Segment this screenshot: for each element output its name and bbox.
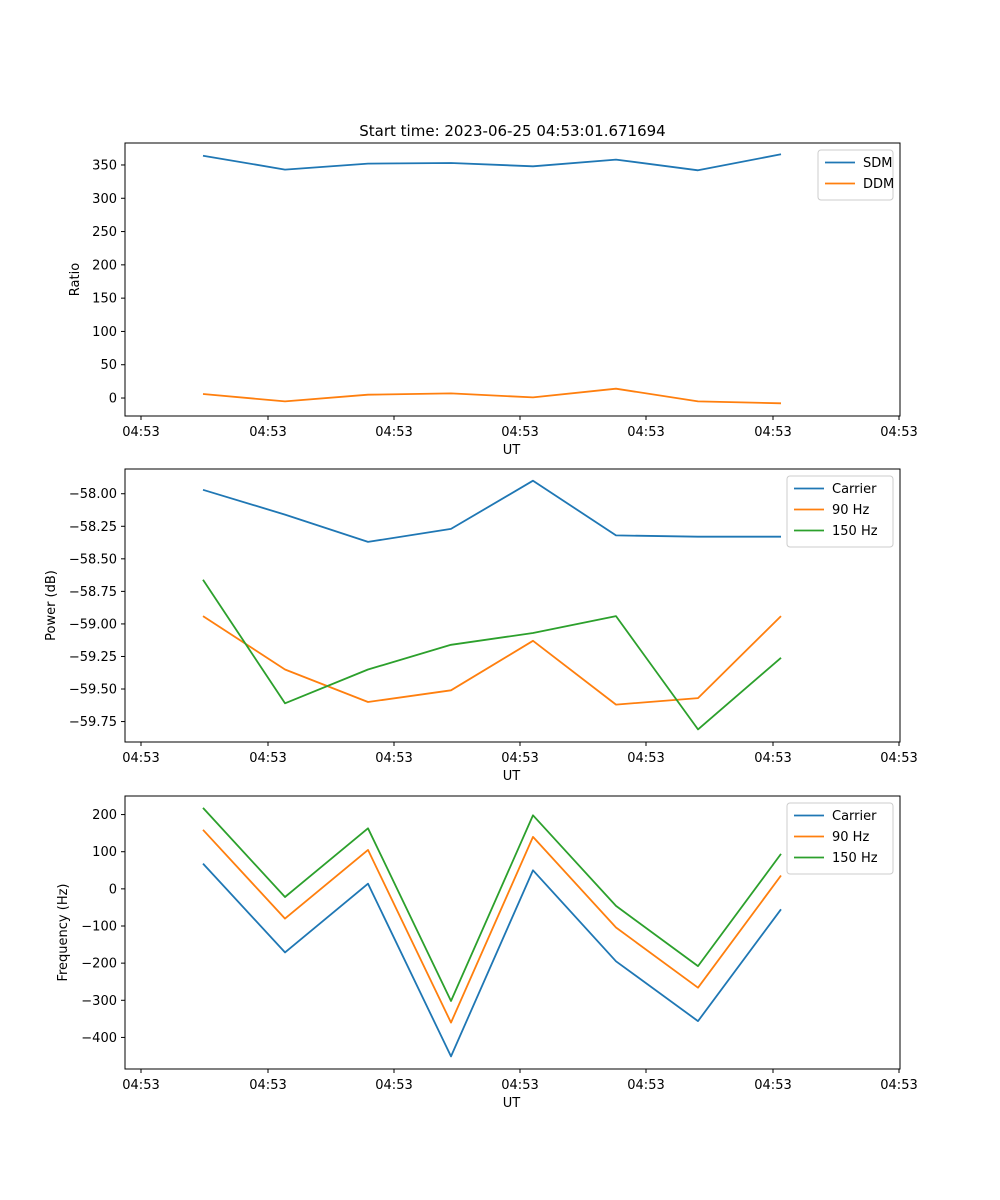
x-tick-label: 04:53 — [880, 1078, 917, 1093]
series-line-carrier — [202, 862, 782, 1058]
x-axis-label: UT — [503, 1096, 521, 1111]
legend-label: 90 Hz — [832, 830, 869, 845]
chart-panel-1: 0 50 100 150 200 250 300 350 04:53 04:53 04:53 04:5… — [68, 142, 918, 458]
y-tick-label: 350 — [92, 158, 117, 173]
y-tick-label: 100 — [92, 325, 117, 340]
y-tick-label: 250 — [92, 225, 117, 240]
legend: Carrier 90 Hz 150 Hz — [786, 475, 894, 548]
y-tick-label: −58.75 — [69, 585, 117, 600]
chart-panel-3: −400 −300 −200 −100 0 100 200 04:53 04:53 04:53 04… — [56, 795, 918, 1111]
x-tick-label: 04:53 — [122, 751, 159, 766]
y-tick-label: 0 — [109, 392, 117, 407]
x-axis-label: UT — [503, 769, 521, 784]
chart-panel-2: −59.75 −59.50 −59.25 −59.00 −58.75 −58.50 −58.… — [44, 468, 918, 784]
x-axis-label: UT — [503, 443, 521, 458]
y-tick-label: 300 — [92, 192, 117, 207]
y-tick-label: −59.25 — [69, 650, 117, 665]
y-tick-label: −200 — [81, 957, 117, 972]
y-tick-label: 200 — [92, 258, 117, 273]
axes-frame — [124, 468, 901, 743]
series-line-150-hz — [202, 807, 782, 1002]
legend: Carrier 90 Hz 150 Hz — [786, 802, 894, 875]
x-tick-label: 04:53 — [880, 751, 917, 766]
legend-box — [786, 802, 894, 875]
legend-label: DDM — [863, 177, 894, 192]
x-tick-label: 04:53 — [627, 425, 664, 440]
figure-title: Start time: 2023-06-25 04:53:01.671694 — [359, 122, 665, 140]
axes-frame — [124, 795, 901, 1070]
y-tick-label: −59.00 — [69, 617, 117, 632]
y-tick-label: −400 — [81, 1031, 117, 1046]
chart-panels: 0 50 100 150 200 250 300 350 04:53 04:53 04:53 04:5… — [44, 142, 918, 1111]
x-tick-label: 04:53 — [501, 425, 538, 440]
x-tick-label: 04:53 — [754, 425, 791, 440]
y-axis-label: Power (dB) — [44, 570, 59, 641]
x-tick-label: 04:53 — [122, 425, 159, 440]
x-tick-label: 04:53 — [122, 1078, 159, 1093]
y-tick-label: −58.00 — [69, 487, 117, 502]
y-tick-label: −58.25 — [69, 520, 117, 535]
y-tick-label: −58.50 — [69, 552, 117, 567]
legend-label: 150 Hz — [832, 524, 878, 539]
x-tick-label: 04:53 — [375, 1078, 412, 1093]
x-tick-label: 04:53 — [880, 425, 917, 440]
series-line-90-hz — [202, 615, 782, 706]
x-tick-label: 04:53 — [501, 751, 538, 766]
y-tick-label: 0 — [109, 882, 117, 897]
series-line-90-hz — [202, 829, 782, 1024]
x-tick-label: 04:53 — [501, 1078, 538, 1093]
x-tick-label: 04:53 — [627, 751, 664, 766]
legend-label: Carrier — [832, 482, 877, 497]
y-axis-label: Frequency (Hz) — [56, 883, 71, 981]
axes-frame — [124, 142, 901, 417]
y-axis-label: Ratio — [68, 263, 83, 296]
x-tick-label: 04:53 — [249, 751, 286, 766]
x-tick-label: 04:53 — [754, 751, 791, 766]
x-tick-label: 04:53 — [375, 751, 412, 766]
legend-label: SDM — [863, 156, 892, 171]
y-tick-label: −300 — [81, 994, 117, 1009]
y-tick-label: 50 — [100, 358, 117, 373]
legend: SDM DDM — [817, 149, 894, 201]
legend-box — [786, 475, 894, 548]
x-tick-label: 04:53 — [249, 1078, 286, 1093]
x-tick-label: 04:53 — [754, 1078, 791, 1093]
y-tick-label: 100 — [92, 845, 117, 860]
y-tick-label: 150 — [92, 292, 117, 307]
y-tick-label: −59.75 — [69, 715, 117, 730]
legend-label: 150 Hz — [832, 851, 878, 866]
series-line-150-hz — [202, 579, 782, 731]
y-tick-label: −59.50 — [69, 683, 117, 698]
series-line-ddm — [202, 387, 782, 405]
series-line-sdm — [202, 153, 782, 172]
y-tick-label: 200 — [92, 808, 117, 823]
y-tick-label: −100 — [81, 920, 117, 935]
legend-label: 90 Hz — [832, 503, 869, 518]
x-tick-label: 04:53 — [627, 1078, 664, 1093]
x-tick-label: 04:53 — [375, 425, 412, 440]
series-line-carrier — [202, 479, 781, 543]
x-tick-label: 04:53 — [249, 425, 286, 440]
legend-label: Carrier — [832, 809, 877, 824]
